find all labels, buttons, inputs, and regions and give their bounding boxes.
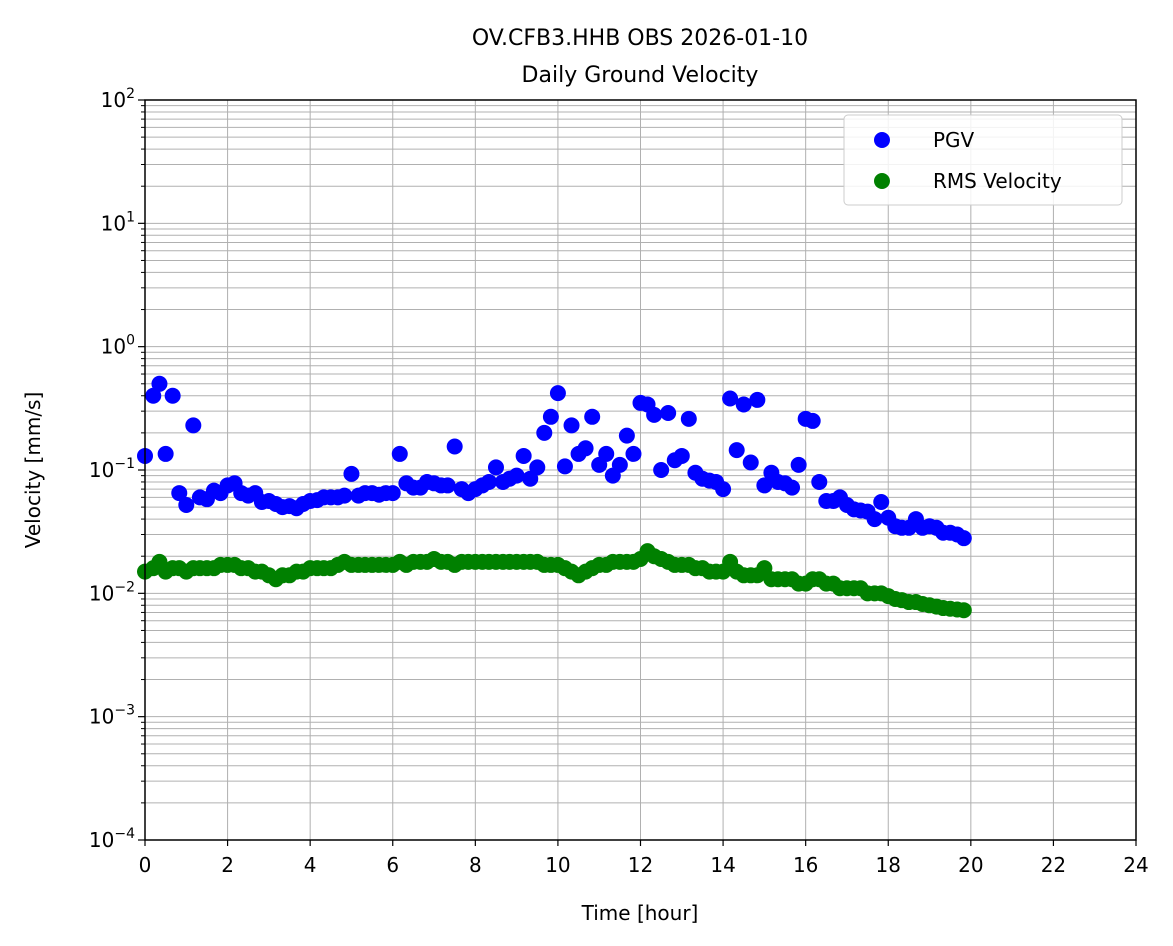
y-tick-base: 10	[101, 88, 126, 112]
data-point	[529, 459, 546, 476]
legend-marker-rms-velocity	[874, 173, 890, 189]
data-point	[157, 445, 174, 462]
y-tick-exponent: −3	[114, 703, 135, 719]
data-point	[611, 456, 628, 473]
x-tick-label: 12	[628, 853, 653, 877]
data-point	[542, 408, 559, 425]
x-tick-label: 2	[221, 853, 234, 877]
y-tick-exponent: −1	[114, 456, 135, 472]
series-rms-velocity	[137, 543, 972, 619]
x-tick-label: 18	[876, 853, 901, 877]
data-point	[756, 477, 773, 494]
data-point	[625, 445, 642, 462]
data-point	[384, 485, 401, 502]
data-point	[660, 404, 677, 421]
data-point	[336, 487, 353, 504]
y-tick-base: 10	[89, 828, 114, 852]
data-points	[137, 375, 972, 619]
data-point	[749, 391, 766, 408]
data-point	[171, 485, 188, 502]
data-point	[151, 375, 168, 392]
y-tick-base: 10	[89, 705, 114, 729]
y-tick-label: 100	[101, 333, 135, 359]
data-point	[680, 410, 697, 427]
y-tick-label: 10−1	[89, 456, 135, 482]
data-point	[508, 467, 525, 484]
data-point	[536, 424, 553, 441]
x-tick-label: 10	[545, 853, 570, 877]
data-point	[343, 465, 360, 482]
y-tick-label: 102	[101, 86, 135, 112]
chart-subtitle: Daily Ground Velocity	[522, 63, 759, 88]
data-point	[715, 481, 732, 498]
x-tick-label: 16	[793, 853, 818, 877]
data-point	[804, 412, 821, 429]
data-point	[742, 454, 759, 471]
data-point	[391, 445, 408, 462]
data-point	[735, 396, 752, 413]
data-point	[515, 447, 532, 464]
x-tick-label: 4	[304, 853, 317, 877]
y-tick-label: 10−2	[89, 579, 135, 605]
series-pgv	[137, 375, 972, 547]
y-tick-exponent: 1	[126, 209, 135, 225]
legend-marker-pgv	[874, 132, 890, 148]
data-point	[598, 445, 615, 462]
data-point	[955, 602, 972, 619]
data-point	[618, 427, 635, 444]
legend: PGV RMS Velocity	[843, 114, 1123, 206]
y-tick-label: 10−3	[89, 703, 135, 729]
legend-label-pgv: PGV	[933, 128, 975, 152]
y-tick-base: 10	[101, 211, 126, 235]
y-tick-base: 10	[89, 458, 114, 482]
legend-box	[843, 114, 1123, 206]
data-point	[646, 406, 663, 423]
data-point	[790, 456, 807, 473]
data-point	[446, 438, 463, 455]
data-point	[811, 473, 828, 490]
y-tick-exponent: −2	[114, 579, 135, 595]
x-tick-label: 14	[710, 853, 735, 877]
y-tick-exponent: 0	[126, 333, 135, 349]
data-point	[653, 462, 670, 478]
data-point	[673, 447, 690, 464]
x-axis-label: Time [hour]	[581, 901, 699, 925]
grid	[144, 99, 1137, 841]
y-tick-base: 10	[89, 581, 114, 605]
x-tick-label: 8	[469, 853, 482, 877]
legend-label-rms-velocity: RMS Velocity	[933, 169, 1062, 193]
axes: 0 2 4 6 8 10 12 14 16 18 20 22 2410−410−310−210−1100…	[89, 86, 1149, 877]
data-point	[577, 440, 594, 457]
data-point	[480, 473, 497, 490]
chart-title: OV.CFB3.HHB OBS 2026-01-10	[472, 26, 808, 51]
x-tick-label: 24	[1123, 853, 1148, 877]
data-point	[487, 459, 504, 476]
data-point	[873, 494, 890, 511]
data-point	[784, 479, 801, 496]
data-point	[722, 390, 739, 407]
data-point	[955, 530, 972, 547]
data-point	[549, 385, 566, 402]
x-tick-label: 0	[139, 853, 152, 877]
data-point	[185, 417, 202, 434]
data-point	[164, 387, 181, 404]
x-tick-label: 20	[958, 853, 983, 877]
y-tick-exponent: −4	[114, 826, 135, 842]
y-tick-label: 101	[101, 209, 135, 235]
x-tick-label: 22	[1041, 853, 1066, 877]
y-tick-label: 10−4	[89, 826, 135, 852]
data-point	[563, 417, 580, 434]
x-tick-label: 6	[386, 853, 399, 877]
data-point	[439, 477, 456, 494]
data-point	[584, 408, 601, 425]
data-point	[866, 511, 883, 528]
y-tick-base: 10	[101, 335, 126, 359]
data-point	[178, 497, 195, 514]
y-axis-label: Velocity [mm/s]	[21, 392, 45, 549]
data-point	[556, 458, 573, 475]
data-point	[145, 387, 162, 404]
y-tick-exponent: 2	[126, 86, 135, 102]
data-point	[728, 442, 745, 459]
